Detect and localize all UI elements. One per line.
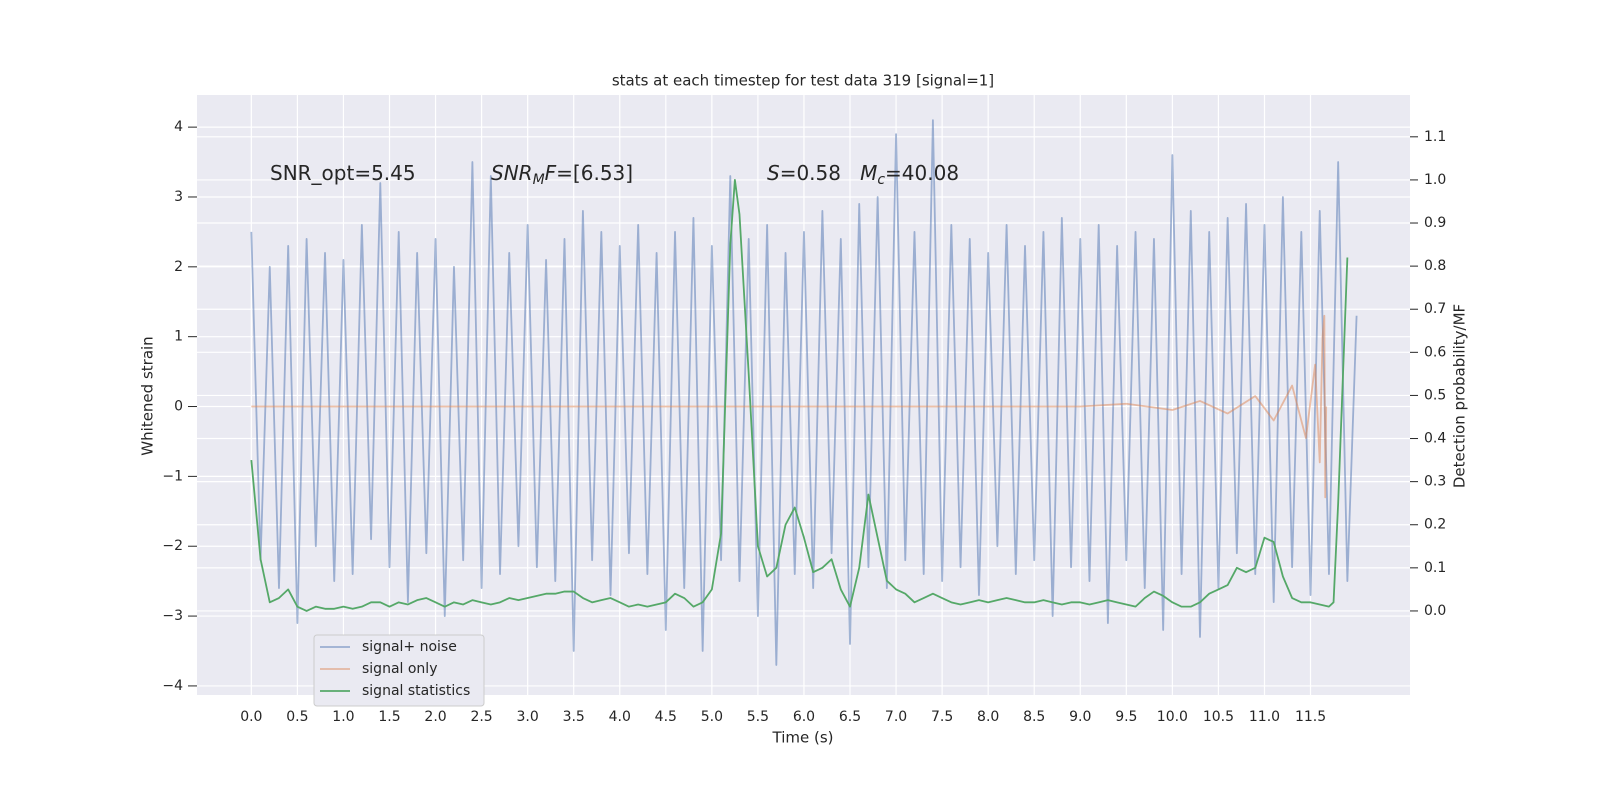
chart-title: stats at each timestep for test data 319…: [612, 72, 994, 90]
x-tick-label: 1.5: [378, 709, 400, 725]
y-tick-label: 4: [174, 119, 183, 135]
annotation-part: =[6.53]: [556, 161, 633, 185]
x-tick-label: 10.0: [1157, 709, 1188, 725]
legend: signal+ noise signal only signal statistic…: [313, 634, 485, 707]
y2-tick-label: 0.7: [1424, 301, 1446, 317]
legend-label: signal statistics: [362, 683, 470, 699]
y2-tick-label: 0.6: [1424, 344, 1446, 360]
series-line: [250, 119, 1358, 666]
y2-tick-label: 0.8: [1424, 258, 1446, 274]
y2-tick-label: 0.5: [1424, 387, 1446, 403]
annotation-part: =40.08: [885, 161, 959, 185]
legend-box: [313, 634, 485, 707]
annotation: SNRMF=[6.53]: [491, 161, 633, 188]
y-axis-label: Whitened strain: [139, 336, 157, 455]
annotation-part: SNR: [491, 161, 533, 185]
x-tick-label: 3.0: [517, 709, 539, 725]
y2-tick-label: 0.2: [1424, 517, 1446, 533]
y2-tick-label: 0.9: [1424, 215, 1446, 231]
x-tick-label: 6.5: [839, 709, 861, 725]
marks: [250, 119, 1358, 666]
x-tick-label: 4.5: [655, 709, 677, 725]
x-tick-label: 2.0: [424, 709, 446, 725]
y-tick-label: 0: [174, 399, 183, 415]
x-tick-label: 5.0: [701, 709, 723, 725]
y-tick-label: −1: [162, 468, 183, 484]
y-tick-label: −3: [162, 608, 183, 624]
annotation-part: M: [533, 172, 545, 188]
y-tick-label: 3: [174, 189, 183, 205]
x-tick-label: 1.0: [332, 709, 354, 725]
x-tick-label: 3.5: [563, 709, 585, 725]
x-tick-label: 0.5: [286, 709, 308, 725]
x-tick-label: 6.0: [793, 709, 815, 725]
y2-tick-label: 0.0: [1424, 603, 1446, 619]
y2-axis-label: Detection probability/MF: [1451, 304, 1469, 488]
annotation-part: c: [877, 172, 885, 188]
y-tick-label: 2: [174, 259, 183, 275]
legend-label: signal only: [362, 661, 437, 677]
annotation-part: S: [767, 161, 780, 185]
x-tick-label: 4.0: [609, 709, 631, 725]
y2-tick-label: 0.3: [1424, 474, 1446, 490]
annotation-part: M: [860, 161, 877, 185]
x-tick-label: 2.5: [470, 709, 492, 725]
annotation-part: F: [545, 161, 557, 185]
y2-tick-label: 0.1: [1424, 560, 1446, 576]
x-tick-label: 0.0: [240, 709, 262, 725]
annotation-part: SNR_opt=5.45: [270, 161, 416, 185]
x-tick-label: 9.0: [1069, 709, 1091, 725]
y-tick-label: −4: [162, 678, 183, 694]
x-tick-label: 7.0: [885, 709, 907, 725]
x-axis-label: Time (s): [772, 729, 834, 747]
x-tick-label: 8.5: [1023, 709, 1045, 725]
y-tick-label: −2: [162, 538, 183, 554]
y2-tick-label: 0.4: [1424, 431, 1446, 447]
series-line: [250, 179, 1349, 612]
y-tick-label: 1: [174, 329, 183, 345]
x-tick-label: 11.5: [1295, 709, 1326, 725]
y2-tick-label: 1.1: [1424, 129, 1446, 145]
x-tick-label: 11.0: [1249, 709, 1280, 725]
x-tick-label: 5.5: [747, 709, 769, 725]
x-tick-label: 7.5: [931, 709, 953, 725]
y2-tick-label: 1.0: [1424, 172, 1446, 188]
annotation-part: =0.58: [780, 161, 860, 185]
annotation: SNR_opt=5.45: [270, 161, 416, 185]
x-tick-label: 9.5: [1115, 709, 1137, 725]
series-line: [251, 314, 1328, 499]
x-tick-label: 8.0: [977, 709, 999, 725]
legend-label: signal+ noise: [362, 639, 457, 655]
annotation: S=0.58 Mc=40.08: [767, 161, 959, 188]
x-tick-label: 10.5: [1203, 709, 1234, 725]
